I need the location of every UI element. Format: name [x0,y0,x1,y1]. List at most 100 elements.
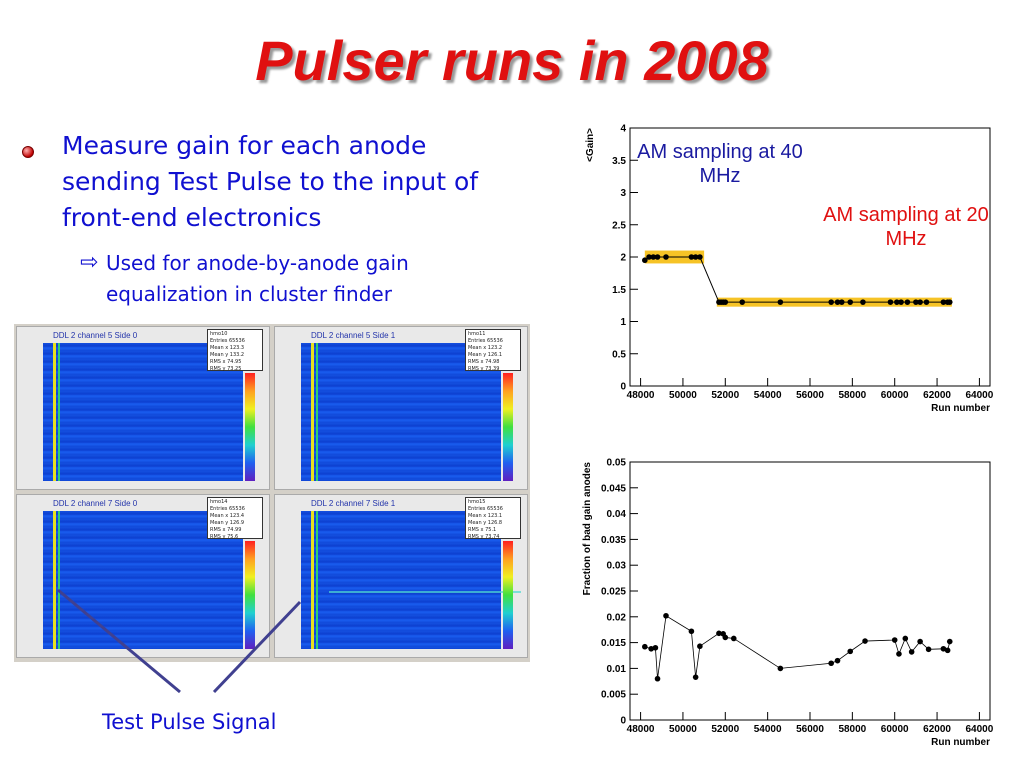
x-tick-label: 48000 [627,724,655,735]
x-tick-label: 50000 [669,724,697,735]
data-point [917,299,923,305]
data-point [946,638,953,645]
test-pulse-label: Test Pulse Signal [102,710,277,734]
x-tick-label: 54000 [754,390,782,401]
data-point [663,254,669,260]
bullet-text: Measure gain for each anode sending Test… [62,131,479,232]
data-point [862,638,868,644]
stats-box: hmo15 Entries 65536 Mean x 123.1 Mean y 126… [465,497,521,540]
data-point [898,299,904,305]
data-point [940,299,947,305]
data-point [828,299,834,305]
sub-bullet-text: Used for anode-by-anode gain equalizatio… [106,251,409,306]
data-point [847,648,854,655]
data-point [828,660,834,667]
x-tick-label: 64000 [966,724,994,735]
data-point [642,643,648,650]
test-pulse-pointer [212,600,302,694]
histogram-panels: DDL 2 channel 5 Side 0 hmo10 Entries 6553… [14,324,530,662]
y-tick-label: 0.045 [601,483,626,494]
x-tick-label: 52000 [711,724,739,735]
x-axis-label: Run number [931,737,990,748]
x-tick-label: 62000 [923,390,951,401]
data-point [887,299,894,305]
data-point [646,254,652,260]
data-point [692,674,699,680]
data-point [697,254,703,260]
color-scale [245,373,255,481]
x-axis-label: Run number [931,403,990,414]
x-tick-label: 58000 [838,390,866,401]
histogram-panel: DDL 2 channel 5 Side 1 hmo11 Entries 6553… [274,326,528,490]
y-tick-label: 0.02 [607,612,627,623]
color-scale [245,541,255,649]
plot-frame [629,461,991,721]
histogram-panel: DDL 2 channel 7 Side 1 hmo15 Entries 6553… [274,494,528,658]
x-tick-label: 52000 [711,390,739,401]
y-tick-label: 0.5 [612,349,626,360]
y-axis-label: Fraction of bad gain anodes [582,462,593,596]
y-tick-label: 0.025 [601,587,626,598]
y-tick-label: 2.5 [612,220,626,231]
x-tick-label: 48000 [627,390,655,401]
data-point [652,644,659,651]
data-point [940,645,947,652]
stats-box: hmo11 Entries 65536 Mean x 123.2 Mean y 126… [465,329,521,372]
histogram-panel: DDL 2 channel 7 Side 0 hmo14 Entries 6553… [16,494,270,658]
y-tick-label: 1.5 [612,285,626,296]
y-tick-label: 0.05 [607,458,627,469]
y-tick-label: 0 [620,716,626,727]
data-point [642,257,648,264]
panel-title: DDL 2 channel 5 Side 1 [311,331,396,340]
y-tick-label: 3 [620,188,626,199]
data-point [722,299,729,305]
data-point [838,299,845,305]
arrow-bullet-icon: ⇨ [80,250,99,275]
data-point [739,299,746,305]
data-point [891,637,898,643]
panel-title: DDL 2 channel 7 Side 0 [53,499,138,508]
color-scale [503,373,513,481]
annotation-20mhz: AM sampling at 20 MHz [823,204,989,250]
test-pulse-pointer [57,588,181,694]
x-tick-label: 54000 [754,724,782,735]
x-tick-label: 62000 [923,724,951,735]
data-point [654,675,661,682]
data-point [688,254,695,260]
y-tick-label: 0 [620,382,626,393]
data-point [663,612,669,619]
y-tick-label: 0.015 [601,638,626,649]
data-point [896,651,902,657]
data-point [923,299,930,305]
data-point [925,646,932,653]
y-tick-label: 0.035 [601,535,626,546]
y-tick-label: 0.03 [607,561,627,572]
data-point [894,299,900,305]
histogram-panel: DDL 2 channel 5 Side 0 hmo10 Entries 6553… [16,326,270,490]
y-axis-label: <Gain> [585,128,596,162]
x-tick-label: 60000 [881,724,909,735]
x-tick-label: 56000 [796,724,824,735]
data-point [860,299,866,305]
data-point [847,299,854,305]
bad-anode-chart: 0 0.005 0.01 0.015 0.02 0.025 0.03 0.035 0.04 0.0… [582,458,994,749]
data-point [913,299,919,305]
panel-title: DDL 2 channel 7 Side 1 [311,499,396,508]
x-tick-label: 50000 [669,390,697,401]
data-point [917,638,923,645]
x-tick-label: 58000 [838,724,866,735]
bullet-icon [22,146,34,158]
gain-chart: 0 0.5 1 1.5 2 2.5 3 3.5 4 48000 50000 52000 54000 560… [585,124,994,415]
data-point [944,647,951,654]
y-tick-label: 1 [620,317,626,328]
x-tick-label: 60000 [881,390,909,401]
slide-title: Pulser runs in 2008 [255,29,769,92]
data-point [777,665,784,672]
data-point [648,645,654,652]
data-point [902,635,909,642]
data-point [834,657,841,664]
data-point [834,299,841,305]
stats-box: hmo14 Entries 65536 Mean x 123.4 Mean y 126… [207,497,263,540]
color-scale [503,541,513,649]
